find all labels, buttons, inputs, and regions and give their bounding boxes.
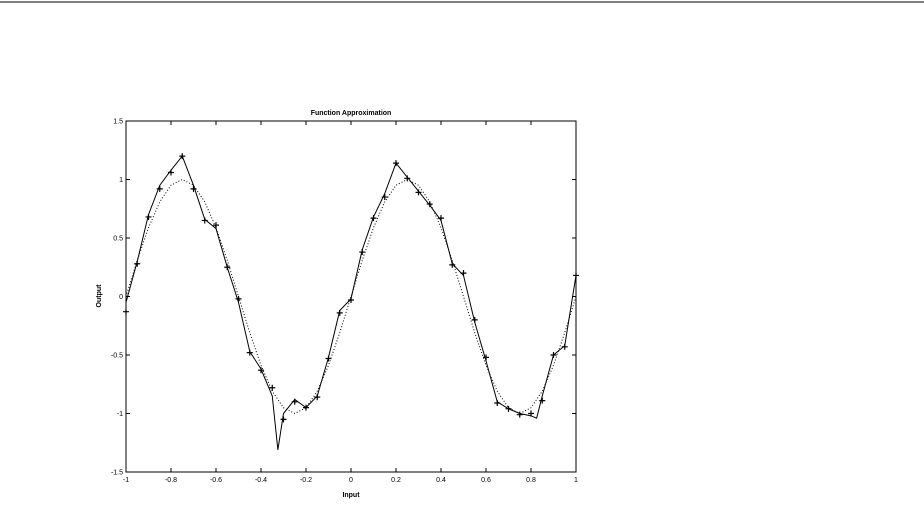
x-tick-label: -0.8 [165,477,177,484]
x-tick-label: 0.2 [391,477,401,484]
dotted-line [125,178,577,415]
y-tick-label: -0.5 [111,353,123,360]
y-tick-label: 1.5 [113,119,123,126]
x-axis-label: Input [342,492,360,499]
y-tick-label: -1.5 [111,470,123,477]
y-axis-label: Output [96,284,103,308]
x-tick-label: 0.6 [481,477,491,484]
data-marker [280,416,287,423]
y-tick-label: 0.5 [113,236,123,243]
x-tick-label: 1 [574,477,578,484]
plot-frame [125,120,577,473]
data-marker [123,308,129,315]
x-tick-label: -0.2 [300,477,312,484]
data-marker [539,397,546,404]
data-marker [156,185,163,192]
data-marker [516,411,523,418]
solid-line [125,155,577,450]
data-marker [404,175,411,182]
x-tick-label: 0.4 [436,477,446,484]
chart-title: Function Approximation [311,110,392,117]
x-tick-label: -0.6 [210,477,222,484]
x-tick-label: -1 [123,477,129,484]
x-tick-label: -0.4 [255,477,267,484]
y-tick-label: 1 [119,177,123,184]
data-marker [213,222,219,229]
y-tick-label: -1 [117,411,123,418]
data-marker [415,189,422,196]
x-tick-label: 0.8 [526,477,536,484]
y-tick-label: 0 [119,294,123,301]
x-tick-label: 0 [349,477,353,484]
